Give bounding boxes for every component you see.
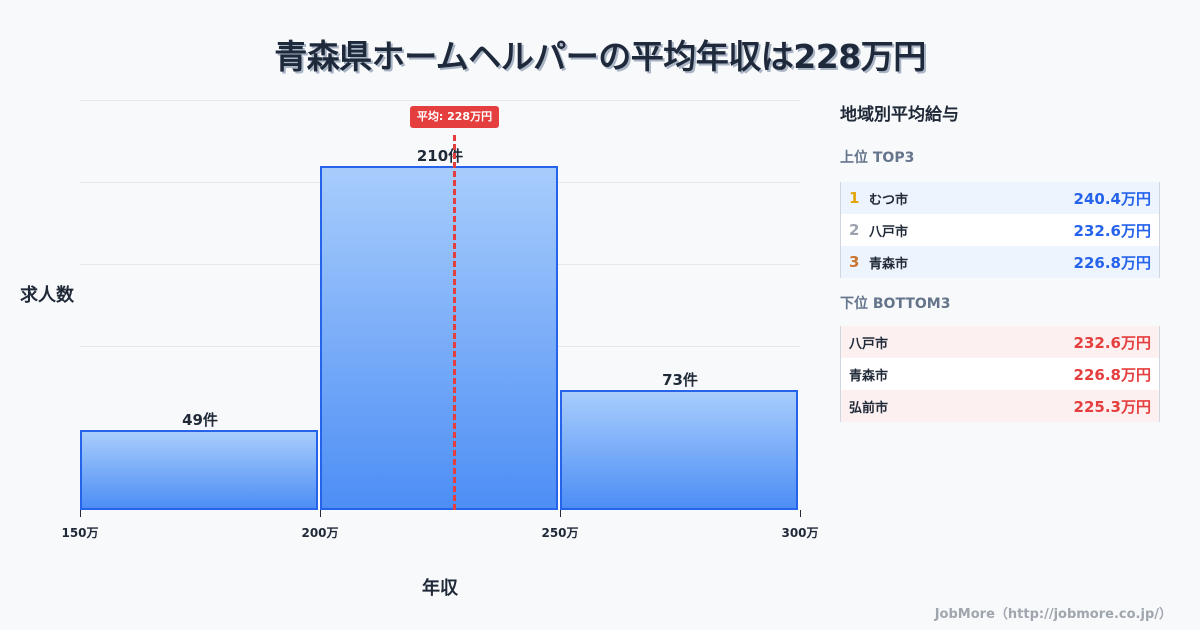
city-name: むつ市: [869, 192, 909, 208]
gridline: [80, 100, 800, 101]
x-tick-label: 250万: [541, 526, 579, 540]
city-name: 八戸市: [869, 224, 909, 240]
salary-value: 226.8万円: [1073, 253, 1151, 272]
bottom3-table: 八戸市 232.6万円青森市 226.8万円弘前市 225.3万円: [840, 326, 1160, 422]
histogram-bar: [80, 429, 318, 510]
ranking-row: 2 八戸市 232.6万円: [841, 214, 1159, 246]
top3-table: 1 むつ市 240.4万円 2 八戸市 232.6万円 3 青森市 226.8万円: [840, 182, 1160, 278]
ranking-row: 八戸市 232.6万円: [841, 326, 1159, 358]
x-tick-label: 300万: [781, 526, 819, 540]
footer-credit: JobMore（http://jobmore.co.jp/）: [934, 607, 1172, 622]
histogram-bar: [320, 165, 558, 510]
histogram-chart: 49件 210件 73件 平均: 228万円 150万 200万 250万 300万 求人…: [20, 100, 819, 599]
bar-value-label: 49件: [182, 410, 218, 429]
salary-value: 232.6万円: [1073, 221, 1151, 240]
average-line: [452, 135, 456, 510]
salary-value: 226.8万円: [1073, 365, 1151, 384]
histogram-bar: [560, 390, 798, 510]
x-tick-label: 200万: [301, 526, 339, 540]
rank-number: 1: [849, 189, 860, 207]
bar-value-label: 210件: [416, 146, 464, 165]
salary-value: 240.4万円: [1073, 189, 1151, 208]
x-tick: [800, 510, 801, 517]
x-tick: [320, 510, 321, 517]
city-name: 八戸市: [849, 336, 889, 352]
city-name: 弘前市: [849, 400, 889, 416]
ranking-row: 1 むつ市 240.4万円: [841, 182, 1159, 214]
x-axis-label: 年収: [422, 578, 458, 599]
panel-title: 地域別平均給与: [840, 105, 959, 125]
ranking-row: 青森市 226.8万円: [841, 358, 1159, 390]
salary-value: 225.3万円: [1073, 397, 1151, 416]
regional-salary-panel: 地域別平均給与 上位 TOP3 1 むつ市 240.4万円 2 八戸市 232.6万円 3 青…: [840, 100, 1160, 422]
rank-number: 3: [849, 253, 860, 271]
x-tick: [80, 510, 81, 517]
city-name: 青森市: [869, 256, 909, 272]
city-name: 青森市: [849, 368, 889, 384]
rank-number: 2: [849, 221, 860, 239]
x-tick-label: 150万: [61, 526, 99, 540]
ranking-row: 3 青森市 226.8万円: [841, 246, 1159, 278]
bottom3-title: 下位 BOTTOM3: [840, 296, 951, 312]
ranking-row: 弘前市 225.3万円: [841, 390, 1159, 422]
y-axis-label: 求人数: [20, 285, 74, 306]
top3-title: 上位 TOP3: [840, 150, 915, 166]
x-tick: [560, 510, 561, 517]
page-title: 青森県ホームヘルパーの平均年収は228万円: [274, 37, 926, 76]
average-badge: 平均: 228万円: [409, 106, 500, 128]
salary-value: 232.6万円: [1073, 333, 1151, 352]
bar-value-label: 73件: [662, 371, 698, 390]
